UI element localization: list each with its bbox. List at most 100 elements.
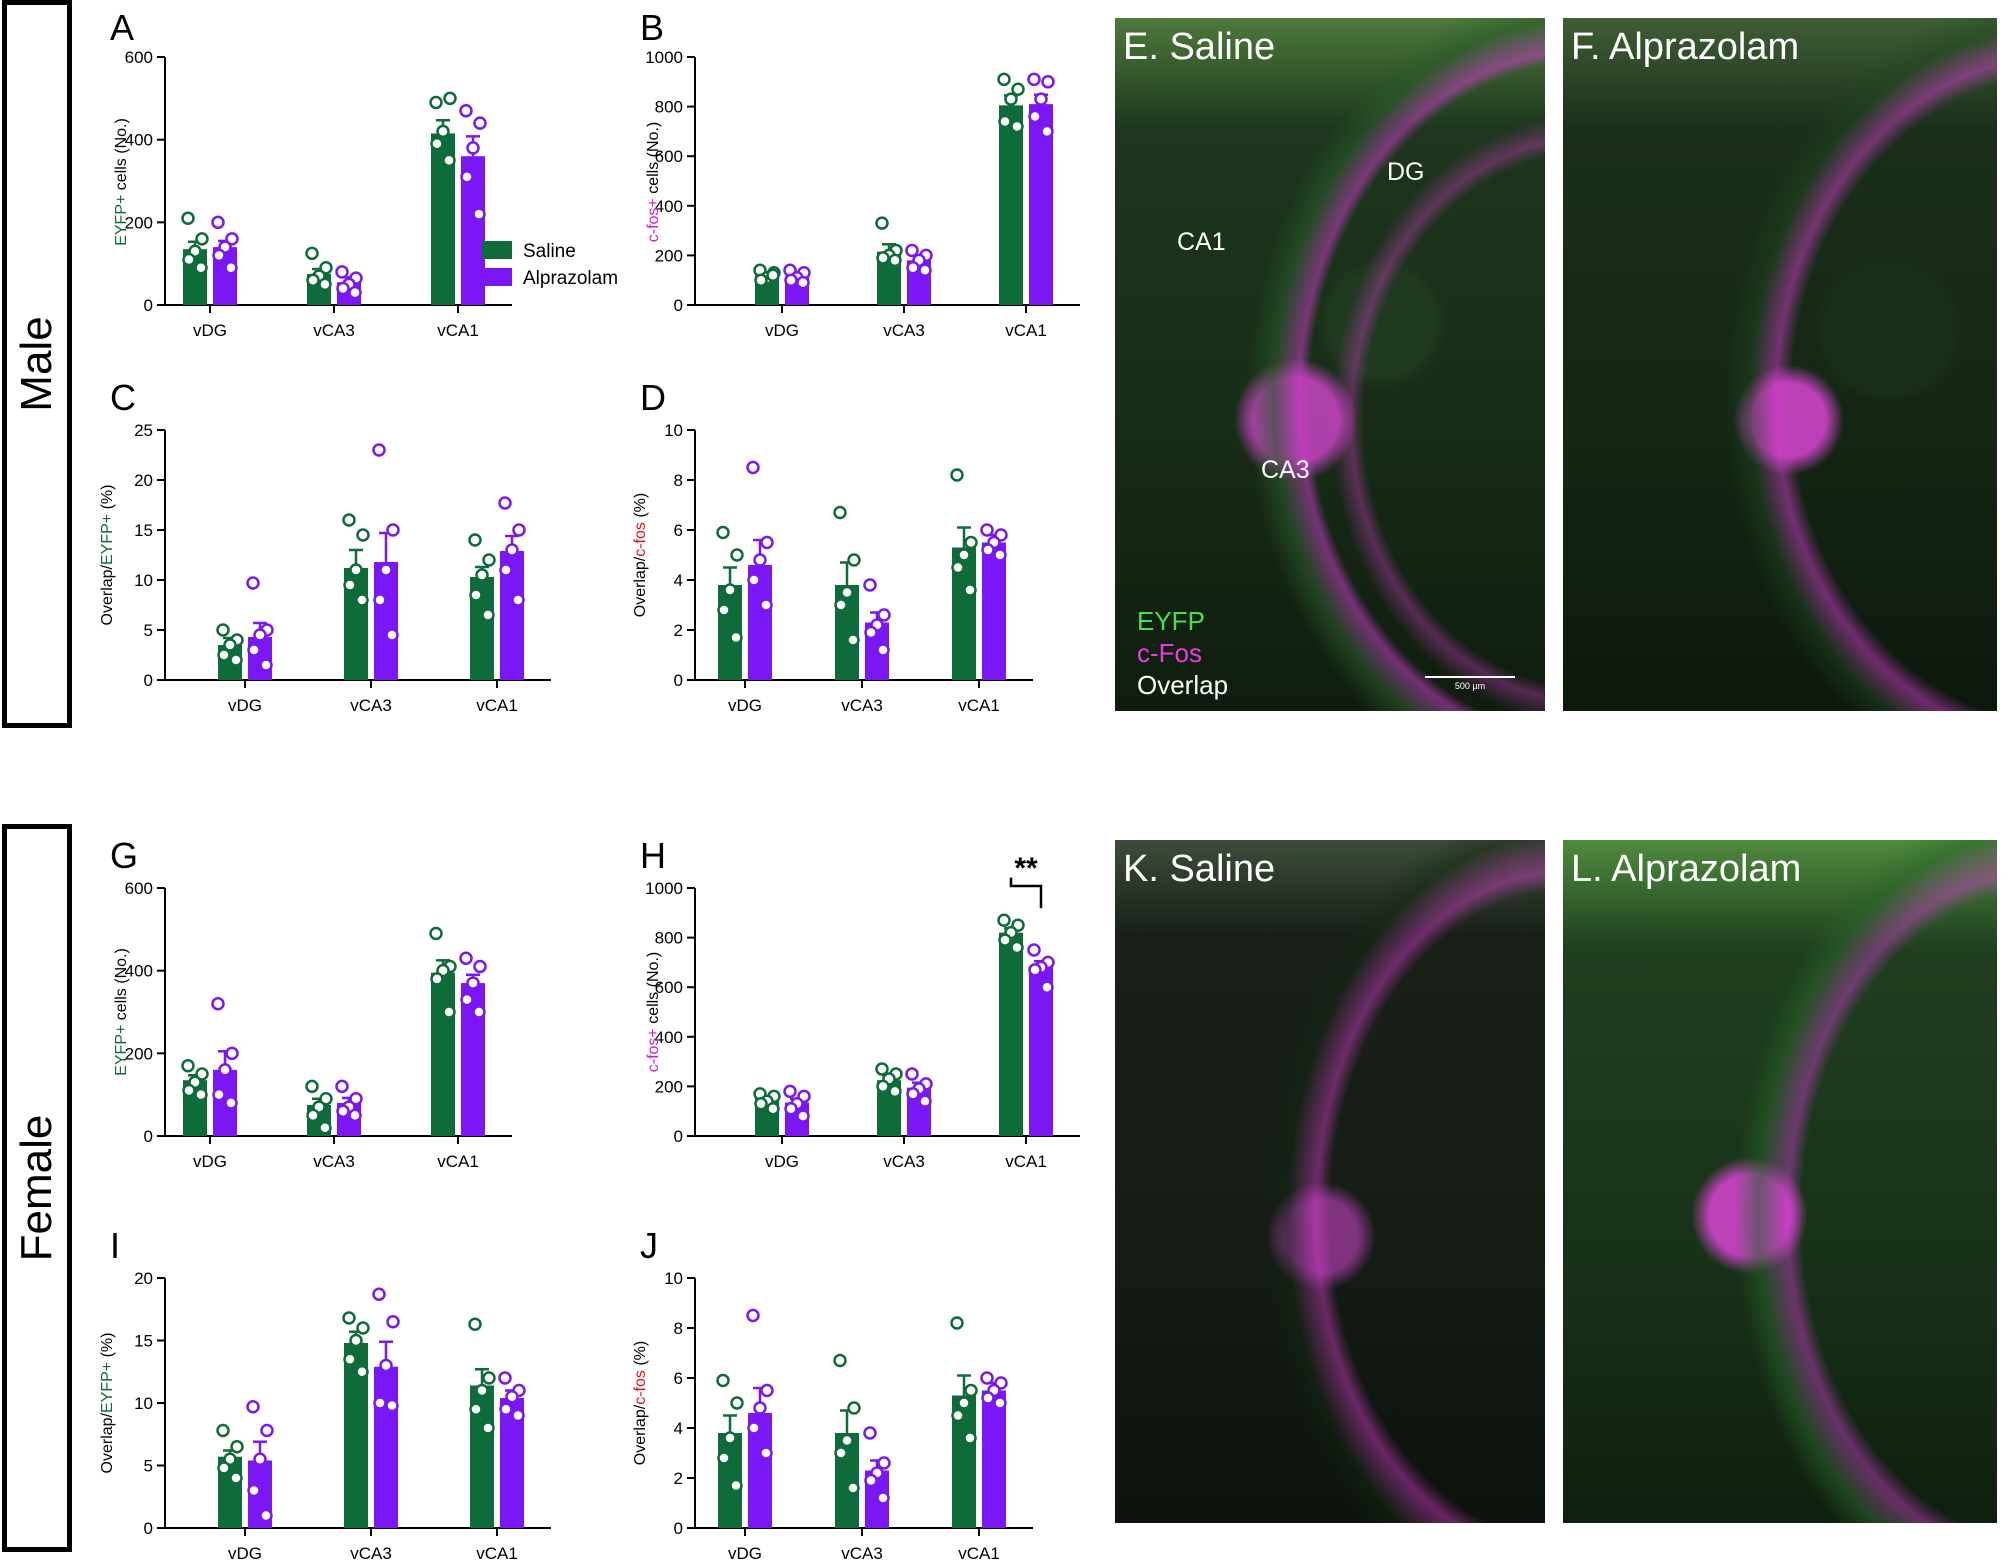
micrograph-l-alprazolam-female: L. Alprazolam [1563, 840, 1997, 1523]
x-tick-label: vCA1 [958, 696, 1000, 715]
data-point-alprazolam [211, 996, 225, 1011]
data-point-alprazolam [260, 1423, 274, 1438]
data-point-saline [998, 933, 1012, 947]
data-point-saline [766, 268, 780, 282]
channel-legend-cfos: c-Fos [1137, 638, 1202, 668]
data-point-saline [723, 1431, 737, 1445]
data-point-saline [306, 273, 320, 287]
data-point-saline [305, 1079, 319, 1094]
data-point-saline [223, 638, 237, 652]
y-tick-label: 15 [134, 521, 153, 540]
data-point-alprazolam [993, 548, 1007, 562]
data-point-alprazolam [759, 598, 773, 612]
data-point-saline [436, 124, 450, 139]
significance-bracket [1009, 877, 1043, 909]
data-point-saline [349, 1333, 363, 1348]
region-label-ca3: CA3 [1261, 456, 1310, 484]
data-point-saline [468, 1317, 482, 1331]
series-legend: Saline Alprazolam [482, 241, 618, 289]
y-tick-label: 400 [125, 131, 153, 150]
x-tick-label: vCA1 [958, 1544, 1000, 1560]
y-tick-label: 5 [144, 621, 153, 640]
data-point-saline [846, 633, 860, 647]
y-tick-label: 600 [655, 147, 683, 166]
data-point-saline [875, 1062, 889, 1076]
bar-saline [999, 105, 1023, 305]
panel-letter: D [640, 377, 666, 418]
data-point-alprazolam [906, 261, 920, 275]
y-tick-label: 10 [664, 421, 683, 440]
data-point-saline [717, 603, 731, 617]
data-point-alprazolam [473, 959, 487, 974]
data-point-alprazolam [980, 523, 994, 537]
data-point-alprazolam [472, 207, 486, 221]
data-point-alprazolam [466, 141, 480, 155]
data-point-alprazolam [1027, 943, 1041, 957]
y-tick-label: 0 [674, 1519, 683, 1538]
data-point-saline [766, 1101, 780, 1116]
data-point-saline [429, 95, 443, 110]
data-point-alprazolam [459, 103, 473, 118]
data-point-alprazolam [1040, 124, 1054, 139]
data-point-alprazolam [246, 576, 260, 590]
data-point-alprazolam [460, 170, 474, 184]
data-point-alprazolam [512, 523, 526, 537]
micrograph-k-saline-female: K. Saline [1115, 840, 1545, 1523]
y-tick-label: 400 [655, 197, 683, 216]
data-point-alprazolam [760, 1383, 774, 1398]
x-tick-label: vCA1 [1005, 1152, 1047, 1171]
data-point-alprazolam [876, 643, 890, 657]
panel-letter: A [110, 7, 134, 48]
y-tick-label: 5 [144, 1457, 153, 1476]
data-point-saline [469, 1402, 483, 1416]
data-point-saline [840, 585, 854, 600]
data-point-saline [1011, 82, 1025, 96]
data-point-alprazolam [247, 1483, 261, 1498]
data-point-saline [475, 568, 489, 582]
data-point-saline [754, 273, 768, 287]
y-axis-label: Overlap/EYFP+ (%) [99, 485, 116, 626]
y-tick-label: 0 [674, 296, 683, 315]
data-point-saline [356, 528, 370, 542]
data-point-alprazolam [905, 243, 919, 258]
data-point-alprazolam [224, 1096, 238, 1110]
data-point-saline [181, 1058, 195, 1073]
data-point-saline [342, 513, 356, 527]
data-point-saline [194, 261, 208, 275]
data-point-alprazolam [348, 1108, 362, 1123]
data-point-saline [195, 1067, 209, 1081]
data-point-saline [729, 630, 743, 645]
data-point-saline [716, 1373, 730, 1388]
y-axis-label: EYFP+ cells (No.) [113, 948, 130, 1076]
data-point-alprazolam [247, 643, 261, 657]
data-point-saline [475, 1383, 489, 1398]
data-point-saline [998, 114, 1012, 129]
bar-saline [999, 932, 1023, 1136]
data-point-alprazolam [473, 116, 487, 130]
x-tick-label: vCA1 [437, 1152, 479, 1171]
data-point-saline [230, 1440, 244, 1454]
data-point-alprazolam [336, 1104, 350, 1118]
data-point-saline [217, 648, 231, 662]
data-point-saline [481, 608, 495, 622]
data-point-alprazolam [499, 1402, 513, 1416]
scale-bar: 500 µm [1425, 676, 1515, 691]
x-tick-label: vDG [728, 1544, 762, 1560]
data-point-saline [833, 505, 847, 520]
y-axis-label-part: (%) [99, 1333, 116, 1362]
data-point-saline [318, 277, 332, 292]
y-axis-label-part: cells (No.) [645, 122, 662, 198]
y-tick-label: 200 [655, 246, 683, 265]
y-tick-label: 0 [144, 296, 153, 315]
data-point-alprazolam [253, 628, 267, 642]
data-point-alprazolam [498, 1371, 512, 1385]
data-point-saline [957, 548, 971, 562]
data-point-saline [356, 1321, 370, 1335]
data-point-saline [342, 1311, 356, 1325]
x-tick-label: vCA1 [437, 321, 479, 340]
data-point-alprazolam [863, 578, 877, 592]
data-point-alprazolam [373, 593, 387, 607]
y-axis-label-part: EYFP+ [99, 514, 116, 565]
x-tick-label: vCA1 [1005, 321, 1047, 340]
bar-alprazolam [982, 542, 1006, 680]
